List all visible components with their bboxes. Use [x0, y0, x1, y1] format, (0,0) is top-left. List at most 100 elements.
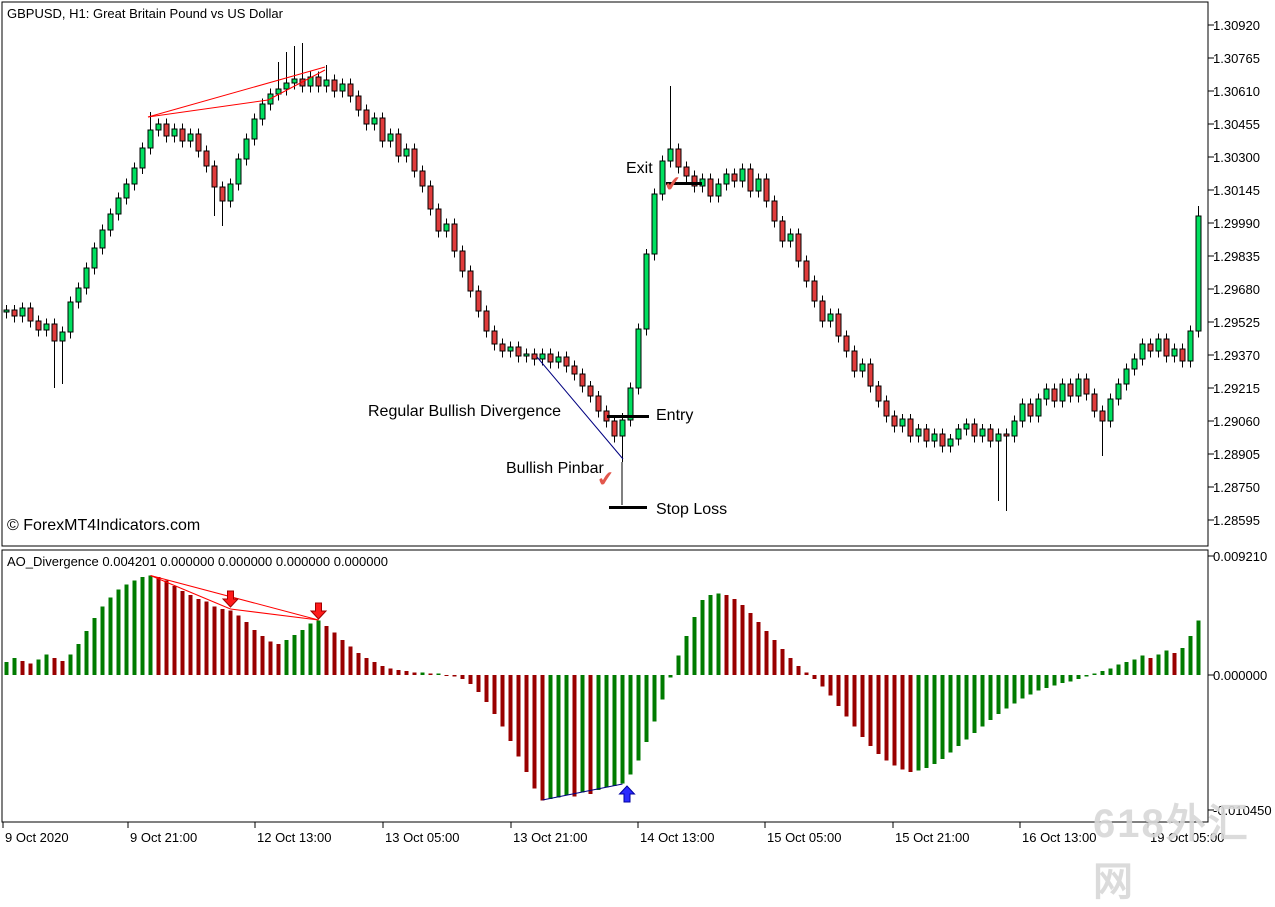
- candle-body: [171, 128, 178, 137]
- ao-bar: [292, 634, 297, 675]
- ao-bar: [1076, 675, 1081, 679]
- ao-bar: [100, 606, 105, 675]
- ao-bar: [1092, 673, 1097, 675]
- indicator-axis-label: -0.010450: [1213, 803, 1272, 818]
- candle-body: [1131, 358, 1138, 370]
- ao-bar: [20, 660, 25, 675]
- ao-bar: [52, 658, 57, 675]
- site-watermark: 618外汇网: [1093, 802, 1250, 904]
- ao-bearish-divergence-line: [150, 575, 319, 621]
- ao-bar: [372, 662, 377, 675]
- stop-loss-line: [609, 506, 647, 509]
- candle-body: [827, 313, 834, 322]
- candle-body: [1059, 383, 1066, 402]
- price-axis-label: 1.29680: [1213, 281, 1260, 297]
- candle-body: [411, 148, 418, 172]
- ao-bearish-divergence-line: [150, 575, 231, 610]
- candle-body: [195, 133, 202, 152]
- candle-body: [1171, 348, 1178, 357]
- ao-bar: [956, 675, 961, 747]
- ao-bar: [484, 675, 489, 703]
- price-axis-label: 1.28595: [1213, 512, 1260, 528]
- ao-bar: [876, 675, 881, 754]
- candle-body: [643, 253, 650, 330]
- ao-bar: [836, 675, 841, 707]
- candle-body: [1027, 403, 1034, 417]
- candle-body: [851, 350, 858, 372]
- ao-bar: [220, 609, 225, 675]
- candle-body: [1083, 378, 1090, 395]
- ao-bar: [1028, 675, 1033, 695]
- ao-bar: [764, 631, 769, 675]
- ao-bar: [604, 675, 609, 788]
- candle-body: [147, 129, 154, 149]
- ao-bar: [948, 675, 953, 753]
- candle-body: [811, 280, 818, 302]
- ao-bar: [796, 665, 801, 675]
- ao-bar: [300, 629, 305, 675]
- candle-body: [1195, 215, 1202, 332]
- ao-bar: [708, 594, 713, 675]
- candle-body: [235, 158, 242, 185]
- candle-body: [923, 428, 930, 442]
- ao-bar: [724, 594, 729, 675]
- candle-body: [243, 138, 250, 160]
- ao-bar: [420, 672, 425, 675]
- candle-body: [427, 185, 434, 210]
- ao-bar: [140, 576, 145, 675]
- candle-body: [11, 309, 18, 317]
- candle-body: [379, 117, 386, 142]
- ao-bar: [668, 675, 673, 678]
- ao-bar: [60, 660, 65, 675]
- ao-bar: [348, 646, 353, 675]
- candle-body: [755, 178, 762, 192]
- ao-bar: [580, 675, 585, 793]
- candle-body: [771, 200, 778, 222]
- chart-canvas[interactable]: [0, 0, 1275, 848]
- candle-body: [75, 287, 82, 303]
- candle-body: [1139, 343, 1146, 360]
- candle-body: [163, 123, 170, 137]
- candle-body: [859, 363, 866, 372]
- candle-body: [1147, 343, 1154, 352]
- price-axis-label: 1.29990: [1213, 215, 1260, 231]
- candle-body: [611, 420, 618, 437]
- candle-body: [627, 387, 634, 421]
- ao-bar: [540, 675, 545, 801]
- ao-bar: [932, 675, 937, 765]
- candle-body: [635, 328, 642, 389]
- price-axis-label: 1.29835: [1213, 248, 1260, 264]
- candle-body: [515, 346, 522, 357]
- candle-body: [723, 173, 730, 185]
- ao-bar: [476, 675, 481, 692]
- ao-bar: [284, 640, 289, 675]
- candle-body: [91, 247, 98, 269]
- candle-body: [1035, 398, 1042, 417]
- indicator-axis-label: 0.009210: [1213, 549, 1268, 564]
- candle-body: [715, 183, 722, 197]
- ao-bar: [164, 580, 169, 675]
- ao-bar: [780, 649, 785, 675]
- ao-bar: [788, 658, 793, 675]
- price-panel: [1, 1, 1209, 547]
- candle-body: [259, 103, 266, 120]
- ao-bar: [1084, 675, 1089, 677]
- candle-body: [539, 353, 546, 360]
- ao-bar: [1156, 654, 1161, 675]
- price-axis-label: 1.28750: [1213, 479, 1260, 495]
- ao-bar: [716, 593, 721, 675]
- candle-body: [555, 356, 562, 363]
- candle-body: [747, 168, 754, 192]
- ao-bar: [804, 672, 809, 675]
- candle-body: [867, 363, 874, 387]
- time-axis-label: 13 Oct 21:00: [513, 830, 588, 845]
- candle-body: [963, 423, 970, 430]
- candle-body: [99, 229, 106, 249]
- ao-bar: [1180, 647, 1185, 675]
- candle-body: [795, 233, 802, 262]
- candle-body: [731, 173, 738, 182]
- candle-body: [707, 178, 714, 197]
- candle-body: [571, 365, 578, 375]
- ao-bar: [1068, 675, 1073, 682]
